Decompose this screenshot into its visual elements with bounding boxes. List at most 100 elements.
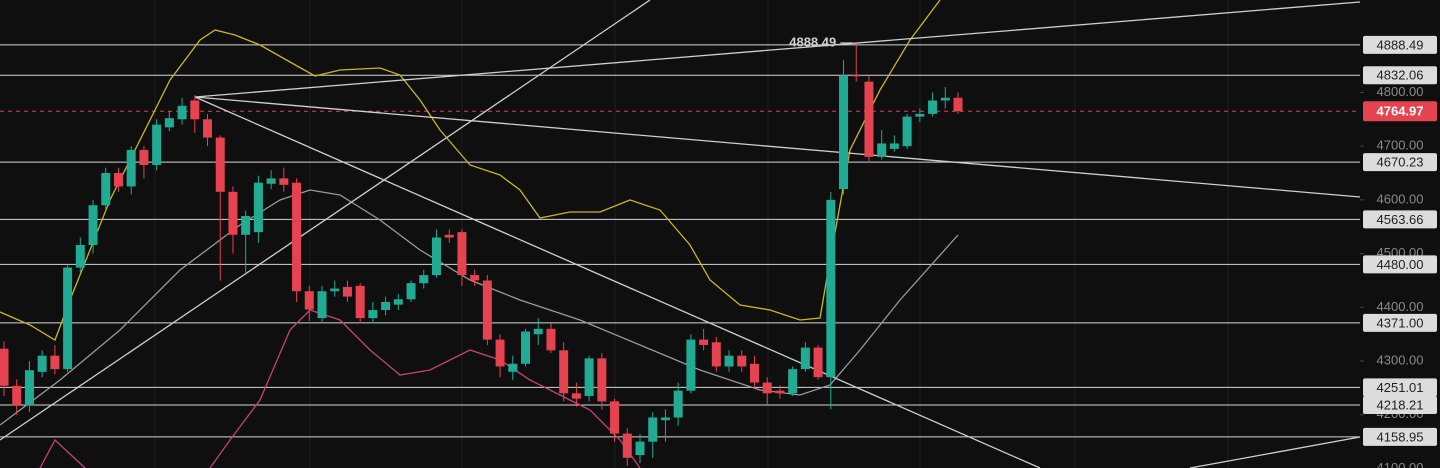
candle-body — [648, 417, 658, 442]
candle-body — [940, 97, 950, 101]
current-price-label: 4764.97 — [1377, 104, 1424, 119]
candle-body — [597, 358, 607, 402]
trend-line — [0, 0, 651, 441]
candle-body — [381, 301, 391, 311]
indicators — [0, 0, 1361, 468]
level-label: 4888.49 — [1377, 37, 1424, 52]
candle-body — [724, 355, 734, 367]
candle-body — [113, 173, 123, 187]
upper-band — [0, 0, 941, 341]
trend-line — [194, 1, 1361, 98]
level-label: 4670.23 — [1377, 155, 1424, 170]
candle-body — [457, 232, 467, 276]
candle-body — [12, 385, 22, 406]
candle-body — [902, 116, 912, 147]
candle-body — [50, 355, 60, 370]
candle-body — [928, 100, 938, 114]
candle-body — [470, 275, 480, 281]
candle-body — [839, 75, 849, 190]
candle-body — [673, 390, 683, 418]
level-label: 4218.21 — [1377, 397, 1424, 412]
level-label-box — [1363, 378, 1437, 397]
candle-body — [203, 119, 213, 138]
trend-line — [1189, 436, 1361, 468]
candle-body — [915, 113, 925, 117]
candle-body — [215, 137, 225, 192]
middle-band — [0, 189, 959, 426]
candle-body — [775, 390, 785, 394]
level-label: 4480.00 — [1377, 257, 1424, 272]
candle-body — [788, 369, 798, 394]
level-label-box — [1363, 35, 1437, 54]
candle-body — [393, 299, 403, 305]
candle-body — [279, 178, 289, 185]
candle-body — [406, 283, 416, 300]
candle-body — [253, 182, 263, 233]
candle-body — [571, 393, 581, 399]
candle-body — [749, 363, 759, 383]
candle-body — [330, 288, 340, 292]
y-tick-label: 4400.00 — [1377, 299, 1424, 314]
level-label: 4158.95 — [1377, 429, 1424, 444]
candle-body — [800, 347, 810, 370]
candle-body — [533, 328, 543, 335]
candle-body — [101, 173, 111, 206]
current-price-box — [1363, 101, 1437, 122]
level-label-box — [1363, 313, 1437, 332]
candle-body — [737, 355, 747, 367]
candle-body — [292, 182, 302, 292]
candle-body — [482, 280, 492, 340]
candle-body — [610, 401, 620, 434]
candle-body — [546, 328, 556, 351]
candle-body — [444, 234, 454, 238]
candle-body — [241, 216, 251, 235]
candle-body — [813, 347, 823, 378]
candle-body — [508, 363, 518, 372]
high-annotation: 4888.49 — [789, 34, 836, 49]
level-label-box — [1363, 396, 1437, 415]
y-tick-label: 4100.00 — [1377, 460, 1424, 468]
candle-body — [88, 205, 98, 246]
level-label-box — [1363, 427, 1437, 446]
candle-body — [635, 441, 645, 456]
candle-body — [762, 382, 772, 394]
candle-body — [686, 339, 696, 391]
candle-body — [342, 286, 352, 297]
candle-body — [699, 339, 709, 345]
candle-body — [126, 149, 136, 187]
level-label: 4832.06 — [1377, 68, 1424, 83]
candle-body — [63, 267, 73, 370]
candle-body — [419, 275, 429, 284]
candle-body — [228, 191, 238, 235]
candle-body — [953, 97, 963, 112]
candle-body — [37, 355, 47, 372]
candle-body — [24, 370, 34, 406]
level-label-box — [1363, 153, 1437, 172]
level-label-box — [1363, 255, 1437, 274]
candle-body — [584, 358, 594, 396]
y-tick-label: 4800.00 — [1377, 84, 1424, 99]
trend-line — [194, 96, 1361, 198]
candle-body — [521, 331, 531, 364]
candle-body — [317, 291, 327, 319]
candle-body — [0, 348, 9, 386]
candle-body — [177, 105, 187, 120]
candle-body — [75, 245, 85, 268]
candle-body — [368, 310, 378, 319]
candle-body — [864, 81, 874, 157]
candle-body — [826, 199, 836, 378]
level-label-box — [1363, 210, 1437, 229]
candle-body — [266, 178, 276, 184]
candle-body — [152, 124, 162, 165]
candle-body — [877, 143, 887, 157]
candle-body — [304, 291, 314, 310]
trend-line — [194, 96, 1041, 468]
candle-body — [711, 342, 721, 367]
candle-body — [559, 350, 569, 394]
candle-body — [889, 143, 899, 149]
candle-body — [139, 149, 149, 165]
level-label-box — [1363, 66, 1437, 85]
y-tick-label: 4300.00 — [1377, 353, 1424, 368]
